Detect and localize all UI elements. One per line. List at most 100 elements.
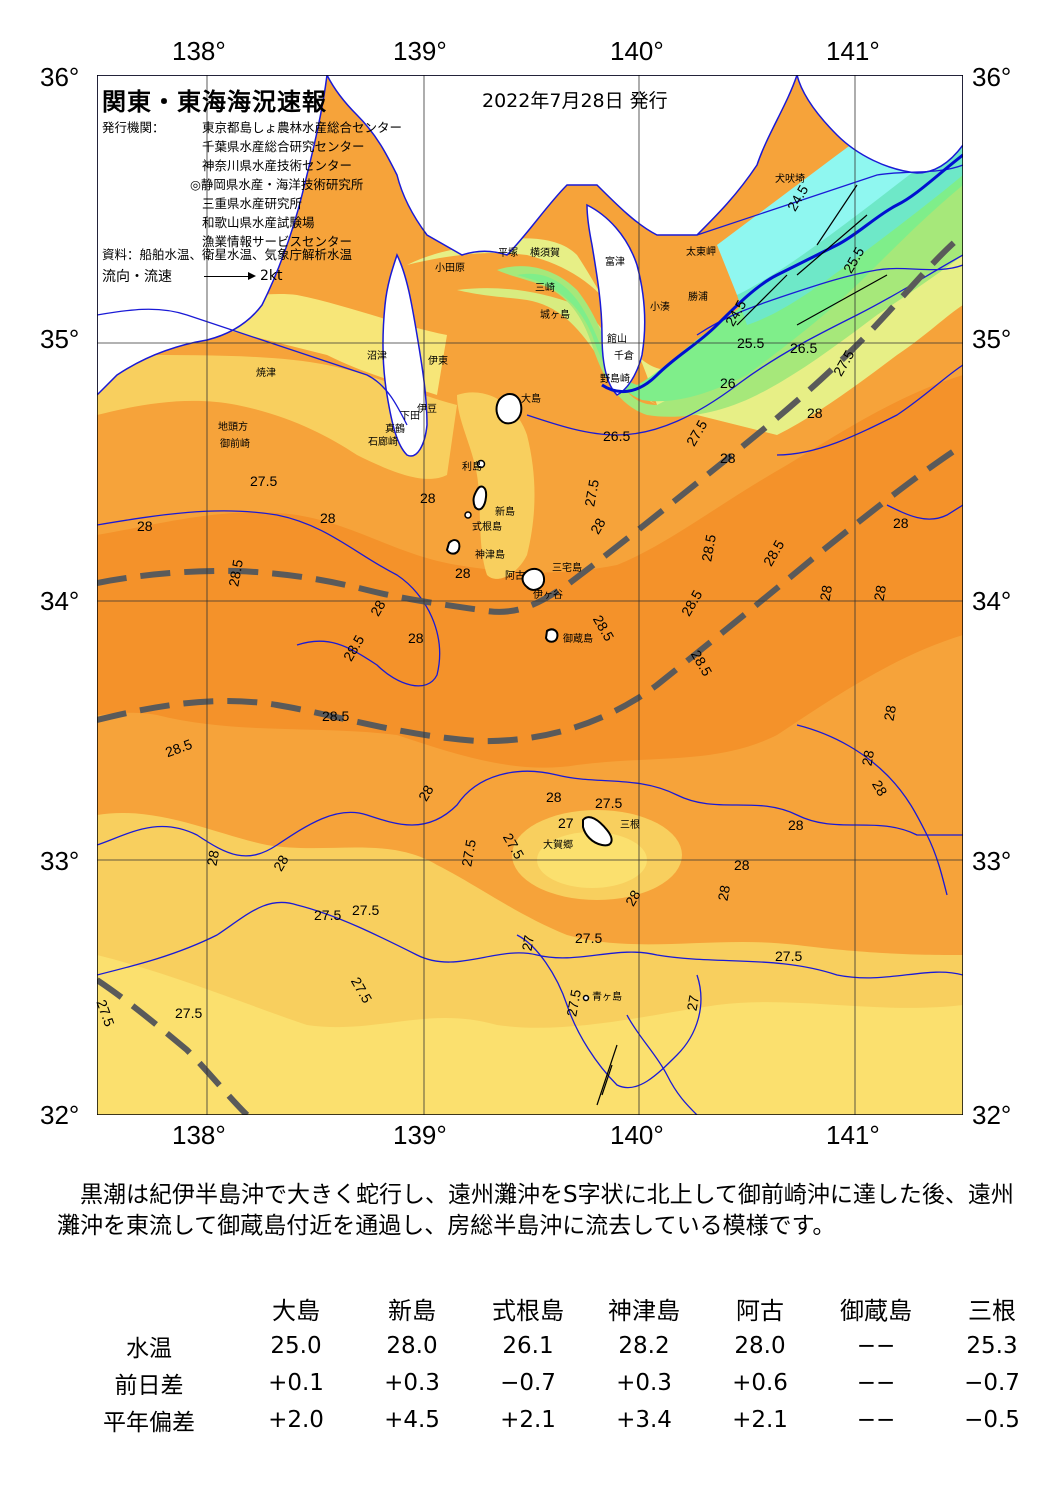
place-label: 阿古 [505,571,525,582]
temp-zone-27-5-izu [457,392,535,579]
isotherm-label: 28 [788,817,804,833]
isotherm-label: 28 [807,405,823,421]
place-label: 焼津 [256,368,276,379]
issuer-item: 神奈川県水産技術センター [202,158,353,173]
isotherm-label: 28 [137,518,153,534]
isotherm-label: 26.5 [603,428,631,444]
isotherm-label: 27.5 [575,930,603,946]
island-niijima [472,485,488,511]
isotherm-label: 27.5 [250,473,278,489]
table-cell: −− [856,1332,896,1359]
island-miyakejima [521,567,546,591]
lon-label: 140° [610,36,664,66]
lat-label: 33° [972,846,1012,876]
lon-label: 139° [393,36,447,66]
island-aogashima [582,994,590,1002]
isotherm-label: 28 [720,450,736,466]
island-kozushima [445,539,461,555]
temp-zone-28-5 [97,375,963,768]
isotherm-label: 28 [203,848,223,868]
place-label: 三崎 [535,283,555,294]
lat-label: 32° [972,1100,1012,1130]
table-cell: 25.0 [270,1332,322,1359]
issuer-item: 千葉県水産総合研究センター [202,139,365,154]
place-label: 沼津 [367,351,387,362]
island-mikurajima [544,628,559,643]
isotherm-label: 26 [720,375,736,391]
row-label: 前日差 [114,1372,184,1399]
place-label: 勝浦 [688,292,708,303]
temp-zone-26 [457,288,657,405]
table-header: 御蔵島 [840,1297,912,1325]
lon-label: 138° [172,36,226,66]
table-cell: +0.6 [732,1369,788,1396]
isotherm-label: 28 [734,857,750,873]
table-cell: +2.1 [500,1406,556,1433]
place-label: 御前崎 [220,439,250,450]
issuer-item: 三重県水産研究所 [202,196,303,211]
isotherm-label: 28 [893,515,909,531]
place-label: 御蔵島 [563,634,593,645]
isotherm-label: 28 [714,883,734,903]
place-label: 横須賀 [530,248,560,259]
lat-label: 36° [40,62,80,92]
flow-label: 流向・流速 [102,269,172,285]
place-label: 伊ヶ谷 [533,590,563,601]
table-header: 大島 [272,1297,320,1325]
lon-label: 141° [826,36,880,66]
isotherm-label: 27 [518,933,538,953]
isotherm-label: 28 [320,510,336,526]
table-header: 神津島 [608,1297,680,1325]
lon-label: 139° [393,1120,447,1150]
place-label: 伊東 [428,356,448,367]
table-cell: +0.1 [268,1369,324,1396]
place-label: 犬吠埼 [775,174,805,185]
table-cell: +2.0 [268,1406,324,1433]
table-header: 新島 [388,1297,436,1325]
lat-label: 34° [40,586,80,616]
island-hachijojima [582,816,613,847]
table-header-row: 大島 新島 式根島 神津島 阿古 御蔵島 三根 [60,1290,1050,1327]
isotherm-label: 27.5 [175,1005,203,1021]
isotherm-label: 28 [858,748,878,768]
place-label: 千倉 [614,351,634,362]
place-label: 青ヶ島 [592,992,622,1003]
map-title: 関東・東海海況速報 [102,88,327,116]
isotherm-label: 28 [880,703,900,723]
table-row: 平年偏差 +2.0 +4.5 +2.1 +3.4 +2.1 −− −0.5 [60,1401,1050,1438]
current-vectors [596,184,888,1106]
table-row: 水温 25.0 28.0 26.1 28.2 28.0 −− 25.3 [60,1327,1050,1364]
table-cell: 28.0 [386,1332,438,1359]
isotherm-label: 25.5 [737,335,765,351]
place-label: 太東岬 [686,247,716,258]
issuer-list: 発行機関： 東京都島しょ農林水産総合センター 千葉県水産総合研究センター 神奈川県… [102,118,402,251]
isotherm-25 [601,153,963,394]
isotherm-lines [97,164,963,1115]
place-label: 新島 [495,507,515,518]
place-label: 下田 [400,411,420,422]
lat-label: 36° [972,62,1012,92]
table-cell: −− [856,1406,896,1433]
issuer-item: 和歌山県水産試験場 [202,215,315,230]
place-label: 式根島 [472,522,502,533]
isotherm-label: 26.5 [790,340,818,356]
land-west-coast [97,75,328,397]
kuroshio-description: 黒潮は紀伊半島沖で大きく蛇行し、遠州灘沖をS字状に北上して御前崎沖に達した後、遠… [57,1182,1014,1239]
table-cell: +3.4 [616,1406,672,1433]
isotherm-label: 28.5 [322,708,350,724]
land-kanto [326,75,798,256]
place-label: 大島 [521,394,541,405]
table-header [60,1290,238,1327]
place-label: 館山 [607,334,627,345]
flow-legend: 流向・流速 2kt [102,266,283,286]
table-header: 阿古 [736,1297,784,1325]
isotherm-label: 28 [870,583,890,603]
land-izu-peninsula [382,253,428,457]
place-label: 大賀郷 [543,840,573,851]
isotherm-label: 28 [816,583,836,603]
place-label: 三宅島 [552,563,582,574]
issuer-label: 発行機関： [102,120,165,135]
table-cell: +0.3 [384,1369,440,1396]
lat-label: 34° [972,586,1012,616]
